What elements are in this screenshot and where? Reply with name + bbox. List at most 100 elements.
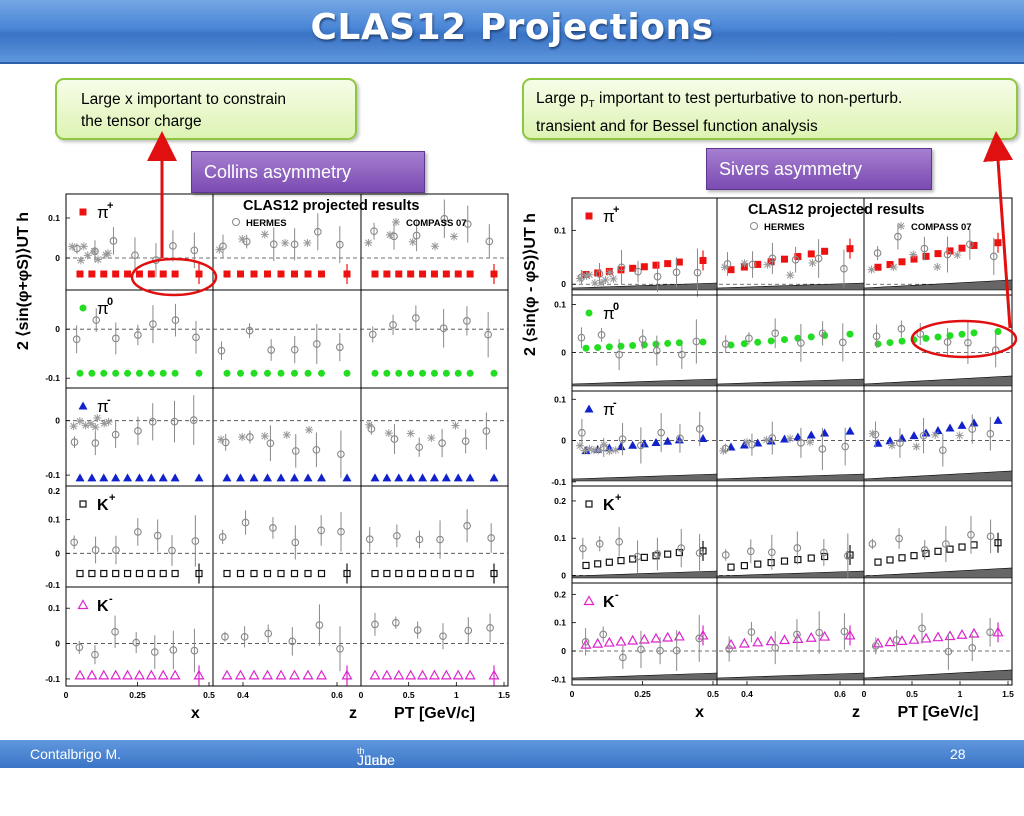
- clas-point: [603, 636, 615, 647]
- clas-point: [466, 369, 474, 377]
- compass-point: [282, 430, 291, 439]
- hermes-point: [266, 439, 275, 448]
- hermes-point: [894, 232, 902, 241]
- hermes-point: [986, 532, 995, 541]
- hermes-point: [838, 338, 847, 347]
- callout-left: Large x important to constrain the tenso…: [55, 78, 357, 140]
- clas-point: [171, 569, 179, 578]
- clas-point: [430, 569, 439, 578]
- clas-point: [134, 473, 144, 482]
- hadron-label-charge: -: [615, 589, 619, 601]
- hermes-point: [464, 626, 473, 635]
- hermes-point: [391, 618, 400, 627]
- hadron-legend-symbol: [79, 208, 87, 216]
- hermes-point: [92, 316, 101, 324]
- hermes-point: [617, 263, 626, 272]
- clas-point: [147, 369, 155, 377]
- x-tick-label: 0.25: [129, 690, 146, 700]
- clas-point: [288, 669, 301, 680]
- clas-point: [605, 343, 613, 351]
- compass-point: [931, 430, 940, 439]
- hermes-point: [595, 270, 604, 278]
- clas-point: [303, 473, 313, 482]
- hermes-point: [269, 524, 277, 532]
- compass-point: [91, 423, 100, 432]
- clas-point: [382, 473, 392, 482]
- clas-point: [452, 669, 464, 680]
- hadron-label-charge: -: [613, 397, 617, 409]
- clas-point: [249, 473, 259, 482]
- clas-point: [752, 636, 764, 647]
- hermes-point: [242, 237, 251, 246]
- compass-point: [303, 239, 312, 248]
- clas-point: [248, 669, 260, 680]
- clas-point: [898, 337, 906, 345]
- y-tick-label: 0: [561, 348, 566, 358]
- compass-point: [215, 245, 224, 254]
- slide-title: CLAS12 Projections: [310, 7, 714, 48]
- hadron-label: K: [97, 598, 109, 615]
- clas-point: [794, 253, 802, 261]
- x-tick-label: 0.6: [834, 689, 846, 699]
- compass-point: [75, 417, 84, 426]
- x-tick-label: 0: [862, 689, 867, 699]
- highlight-ellipse-right: [910, 319, 1018, 359]
- hadron-legend-symbol: [585, 500, 593, 508]
- clas-point: [898, 554, 906, 562]
- legend-hermes-symbol: [750, 222, 758, 230]
- clas-point: [318, 270, 325, 278]
- clas-point: [846, 330, 854, 338]
- clas-point: [304, 270, 312, 278]
- footer-author: Contalbrigo M.: [30, 746, 122, 762]
- hermes-point: [986, 429, 995, 438]
- compass-point: [79, 242, 88, 251]
- compass-point: [385, 230, 394, 239]
- clas-point: [123, 569, 132, 578]
- hermes-point: [365, 535, 374, 544]
- hadron-label: K: [603, 497, 615, 514]
- hermes-point: [892, 636, 901, 644]
- hermes-point: [818, 329, 827, 338]
- clas-point: [628, 440, 638, 449]
- hermes-point: [916, 330, 925, 338]
- clas-point: [170, 473, 180, 482]
- clas-point: [343, 569, 351, 578]
- hermes-point: [597, 330, 606, 339]
- clas-point: [805, 631, 817, 642]
- hadron-legend-symbol: [78, 401, 88, 410]
- hermes-point: [771, 329, 780, 338]
- clas-point: [341, 669, 353, 680]
- clas-point: [146, 473, 156, 482]
- y-tick-label: 0.2: [554, 589, 566, 599]
- systematic-band: [863, 567, 1013, 579]
- y-axis-title: 2 ⟨sin(φ - φS)⟩UT h: [522, 213, 539, 356]
- compass-point: [365, 420, 374, 429]
- x-tick-label: 0: [570, 689, 575, 699]
- clas-point: [264, 270, 271, 278]
- clas-point: [291, 270, 298, 278]
- highlight-ellipse-left: [130, 257, 218, 297]
- hermes-point: [746, 547, 755, 556]
- clas-point: [639, 439, 649, 448]
- clas-point: [652, 552, 660, 560]
- x-tick-label: 0.5: [906, 689, 918, 699]
- clas-point: [369, 669, 381, 680]
- hermes-point: [797, 339, 805, 347]
- legend-compass-symbol: [392, 218, 400, 226]
- clas-point: [100, 369, 108, 377]
- clas-point: [664, 260, 672, 268]
- clas-point: [395, 569, 403, 578]
- clas-point: [780, 557, 789, 565]
- clas-point: [159, 369, 167, 377]
- systematic-band: [571, 378, 718, 387]
- compass-point: [762, 435, 771, 444]
- hermes-point: [336, 644, 344, 653]
- compass-point: [238, 432, 247, 441]
- clas-point: [395, 369, 403, 377]
- clas-point: [958, 330, 966, 338]
- x-tick-label: 0.4: [741, 689, 753, 699]
- clas-point: [946, 545, 954, 553]
- compass-point: [384, 429, 393, 438]
- hermes-point: [246, 433, 254, 441]
- hermes-point: [868, 540, 877, 548]
